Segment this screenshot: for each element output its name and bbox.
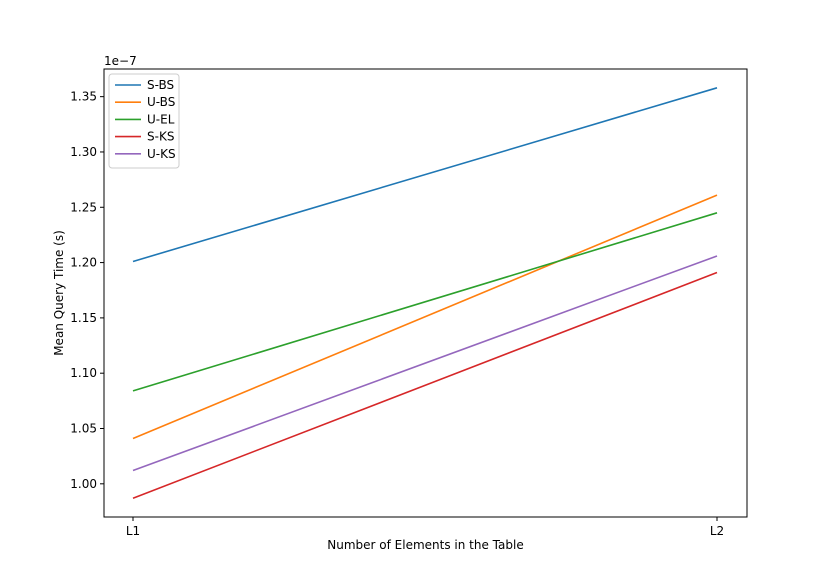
- y-tick-label: 1.30: [70, 145, 97, 159]
- series-line-u-el: [132, 212, 718, 392]
- series-lines: [132, 87, 718, 499]
- legend-box: [108, 73, 180, 169]
- legend-label-s-bs: S-BS: [147, 78, 174, 92]
- legend-label-u-el: U-EL: [147, 112, 175, 126]
- series-line-u-bs: [132, 194, 718, 440]
- y-tick-label: 1.25: [70, 200, 97, 214]
- y-offset-label: 1e−7: [104, 54, 137, 68]
- legend-label-s-ks: S-KS: [147, 130, 174, 144]
- x-axis-label: Number of Elements in the Table: [327, 538, 523, 552]
- plot-area: [103, 68, 748, 518]
- y-tick-label: 1.20: [70, 256, 97, 270]
- y-tick-label: 1.10: [70, 366, 97, 380]
- legend-label-u-bs: U-BS: [147, 95, 175, 109]
- legend: S-BS U-BS U-EL S-KS U-KS: [108, 73, 180, 169]
- y-tick-label: 1.15: [70, 311, 97, 325]
- x-axis: L1 L2: [126, 517, 724, 538]
- y-axis-label: Mean Query Time (s): [52, 230, 66, 356]
- series-line-s-bs: [132, 87, 718, 263]
- y-tick-label: 1.05: [70, 422, 97, 436]
- y-tick-label: 1.00: [70, 477, 97, 491]
- plot-frame: [103, 68, 748, 518]
- legend-label-u-ks: U-KS: [147, 147, 176, 161]
- x-tick-label: L2: [710, 524, 724, 538]
- y-tick-label: 1.35: [70, 90, 97, 104]
- series-line-s-ks: [132, 271, 718, 499]
- x-tick-label: L1: [126, 524, 140, 538]
- series-line-u-ks: [132, 255, 718, 472]
- y-axis: 1.00 1.05 1.10 1.15 1.20 1.25 1.30 1.35: [70, 90, 104, 491]
